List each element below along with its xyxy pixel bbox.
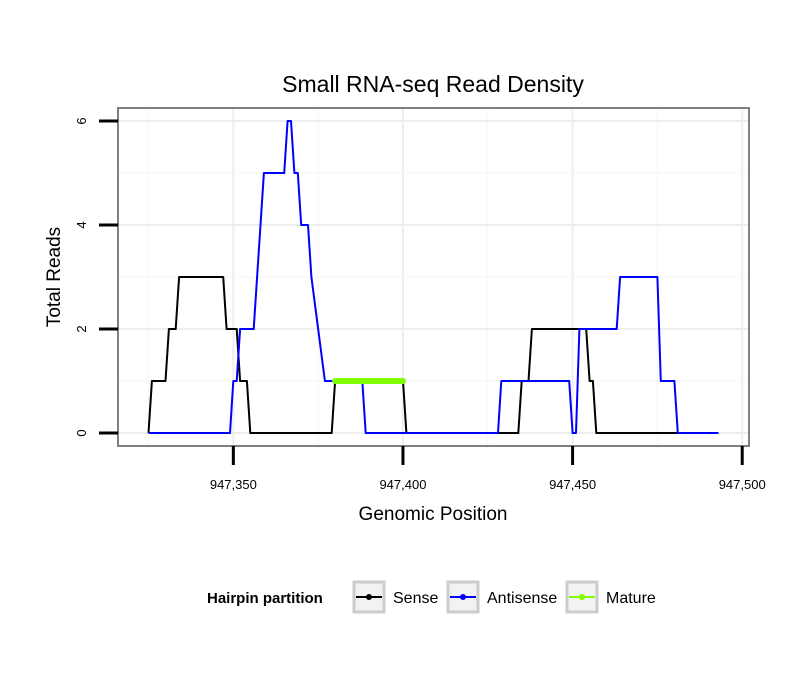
legend-title: Hairpin partition [207,590,323,607]
axes: 947,350 947,400 947,450 947,500 0 2 4 6 [74,117,766,492]
y-tick-label: 6 [74,117,89,124]
y-tick-label: 2 [74,325,89,332]
y-tick-label: 4 [74,221,89,228]
legend-label: Sense [393,590,438,607]
legend-key-point [366,594,372,600]
x-tick-label: 947,350 [210,477,257,492]
legend: Hairpin partition Sense Antisense Mature [207,580,656,614]
y-tick-label: 0 [74,429,89,436]
series-layer [147,120,719,434]
legend-key-point [460,594,466,600]
legend-label: Antisense [487,590,557,607]
chart-title: Small RNA-seq Read Density [282,71,584,97]
x-tick-label: 947,400 [379,477,426,492]
x-tick-label: 947,500 [719,477,766,492]
legend-key-point [579,594,585,600]
legend-label: Mature [606,590,656,607]
x-tick-label: 947,450 [549,477,596,492]
y-axis-title: Total Reads [44,227,65,327]
x-axis-title: Genomic Position [359,504,508,525]
